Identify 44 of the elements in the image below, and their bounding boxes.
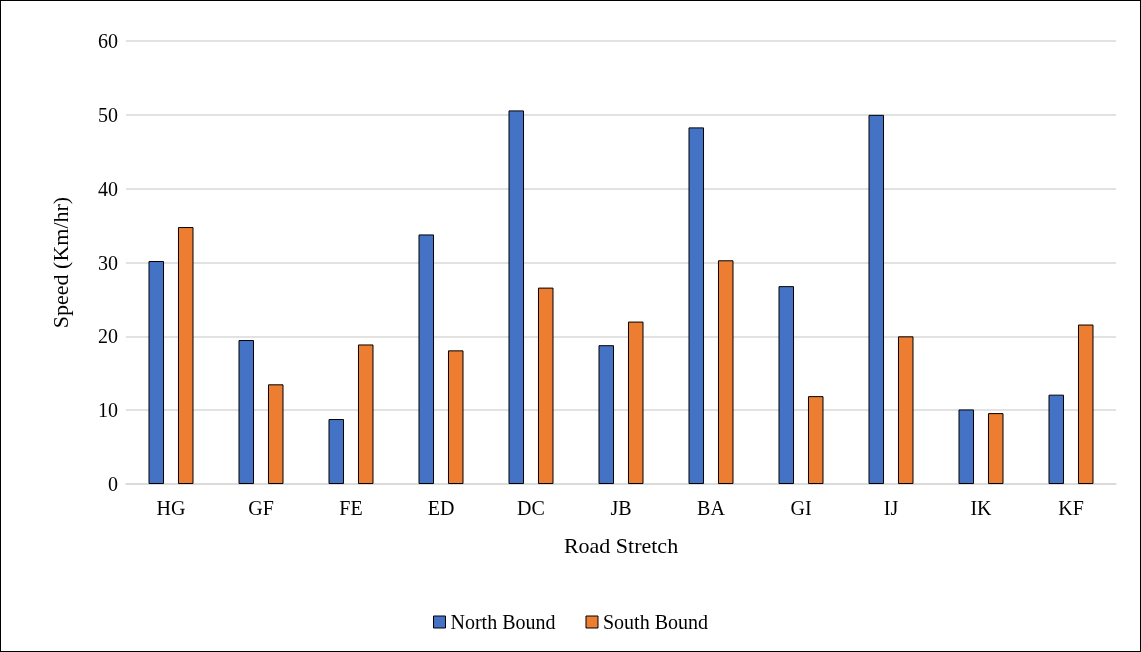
y-tick-label: 10 [98,399,118,422]
x-axis-title: Road Stretch [563,532,679,558]
y-tick-label: 50 [98,103,118,126]
x-tick-label: IK [970,497,993,519]
bar [508,110,525,484]
bar [537,287,554,484]
bar [1077,324,1094,484]
x-tick-label: FE [339,497,363,519]
x-tick-label: GI [790,497,812,519]
x-tick-label: HG [156,497,186,519]
x-tick-label: IJ [883,497,899,519]
bar [447,350,464,484]
bar [238,340,255,484]
bar [897,336,914,484]
y-tick-label: 20 [98,325,118,348]
bar [328,419,345,484]
bar [778,286,795,484]
y-tick-label: 60 [98,30,118,52]
bar [987,413,1004,484]
y-tick-label: 30 [98,251,118,274]
bar [688,127,705,484]
y-tick-label: 40 [98,177,118,200]
y-tick-label: 0 [108,473,118,495]
bar [148,261,165,484]
x-tick-label: BA [697,497,726,519]
bar [357,344,374,484]
x-tick-label: DC [517,497,545,519]
x-tick-label: KF [1058,497,1084,519]
x-tick-label: JB [610,497,632,519]
x-tick-label: ED [427,497,455,519]
bar [807,396,824,484]
y-axis-title: Speed (Km/hr) [47,196,73,329]
bar [267,384,284,484]
legend-label: South Bound [602,611,709,633]
bar [717,260,734,484]
bar [177,227,194,484]
bar [958,409,975,484]
bar [1048,394,1065,484]
legend-label: North Bound [450,611,556,633]
bar [418,234,435,484]
bar [598,345,615,484]
bar [627,321,644,484]
x-tick-label: GF [248,497,274,519]
bar [868,114,885,484]
